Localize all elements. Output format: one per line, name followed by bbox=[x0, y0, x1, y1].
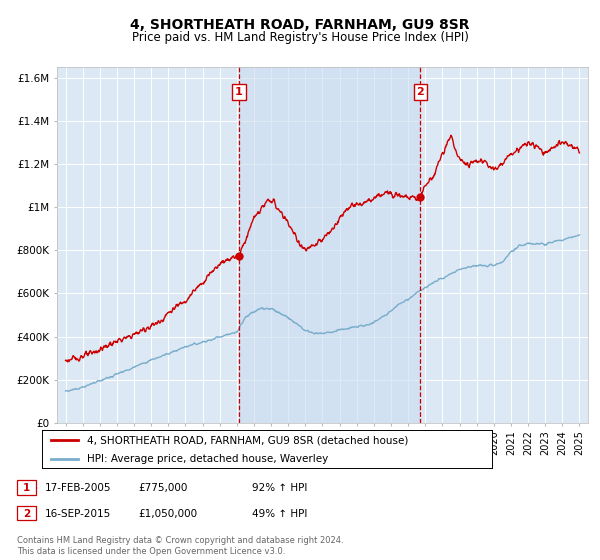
Text: 1: 1 bbox=[235, 87, 243, 97]
Text: 49% ↑ HPI: 49% ↑ HPI bbox=[252, 508, 307, 519]
Text: 1: 1 bbox=[23, 483, 30, 493]
Text: 92% ↑ HPI: 92% ↑ HPI bbox=[252, 483, 307, 493]
Text: 17-FEB-2005: 17-FEB-2005 bbox=[45, 483, 112, 493]
Text: This data is licensed under the Open Government Licence v3.0.: This data is licensed under the Open Gov… bbox=[17, 547, 285, 556]
Text: Price paid vs. HM Land Registry's House Price Index (HPI): Price paid vs. HM Land Registry's House … bbox=[131, 31, 469, 44]
Text: 4, SHORTHEATH ROAD, FARNHAM, GU9 8SR (detached house): 4, SHORTHEATH ROAD, FARNHAM, GU9 8SR (de… bbox=[87, 435, 409, 445]
Bar bbox=[239, 67, 421, 423]
Text: £775,000: £775,000 bbox=[138, 483, 187, 493]
Text: £1,050,000: £1,050,000 bbox=[138, 508, 197, 519]
Text: 4, SHORTHEATH ROAD, FARNHAM, GU9 8SR: 4, SHORTHEATH ROAD, FARNHAM, GU9 8SR bbox=[130, 18, 470, 32]
Text: 16-SEP-2015: 16-SEP-2015 bbox=[45, 508, 111, 519]
Text: 2: 2 bbox=[416, 87, 424, 97]
Text: HPI: Average price, detached house, Waverley: HPI: Average price, detached house, Wave… bbox=[87, 454, 328, 464]
Text: Contains HM Land Registry data © Crown copyright and database right 2024.: Contains HM Land Registry data © Crown c… bbox=[17, 536, 343, 545]
Text: 2: 2 bbox=[23, 508, 30, 519]
